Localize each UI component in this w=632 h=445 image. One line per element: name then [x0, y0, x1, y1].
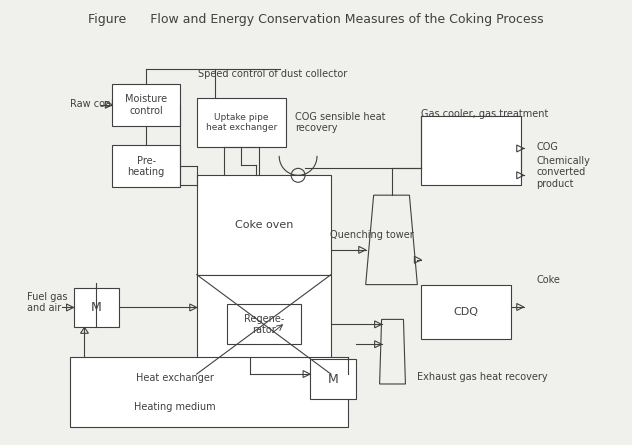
Text: Fuel gas
and air: Fuel gas and air [27, 292, 68, 313]
Text: Figure      Flow and Energy Conservation Measures of the Coking Process: Figure Flow and Energy Conservation Meas… [88, 13, 544, 26]
Text: Chemically
converted
product: Chemically converted product [537, 156, 590, 189]
Text: M: M [91, 301, 102, 314]
Text: M: M [327, 372, 338, 385]
Bar [310, 359, 356, 399]
Bar [197, 175, 331, 275]
Text: Coke oven: Coke oven [234, 220, 293, 230]
Text: Uptake pipe
heat exchanger: Uptake pipe heat exchanger [206, 113, 277, 132]
Text: Pre-
heating: Pre- heating [128, 156, 165, 177]
Bar [73, 287, 119, 328]
Bar [197, 98, 286, 147]
Text: Exhaust gas heat recovery: Exhaust gas heat recovery [417, 372, 548, 382]
Text: Gas cooler, gas treatment: Gas cooler, gas treatment [422, 109, 549, 119]
Bar [226, 304, 301, 344]
Text: COG: COG [537, 142, 559, 153]
Text: Speed control of dust collector: Speed control of dust collector [198, 69, 347, 79]
Text: Heat exchanger: Heat exchanger [137, 373, 214, 383]
Text: Heating medium: Heating medium [135, 402, 216, 412]
Bar [70, 357, 348, 427]
Text: Moisture
control: Moisture control [125, 94, 167, 116]
Text: COG sensible heat
recovery: COG sensible heat recovery [295, 112, 386, 134]
Text: Raw coal: Raw coal [70, 99, 113, 109]
Bar [112, 84, 180, 125]
Text: CDQ: CDQ [454, 307, 478, 317]
Bar [422, 285, 511, 339]
Bar [112, 146, 180, 187]
Bar [197, 275, 331, 374]
Text: Coke: Coke [537, 275, 561, 285]
Bar [422, 116, 521, 185]
Text: Quenching tower: Quenching tower [330, 230, 414, 240]
Text: Regene-
rator: Regene- rator [244, 314, 284, 335]
